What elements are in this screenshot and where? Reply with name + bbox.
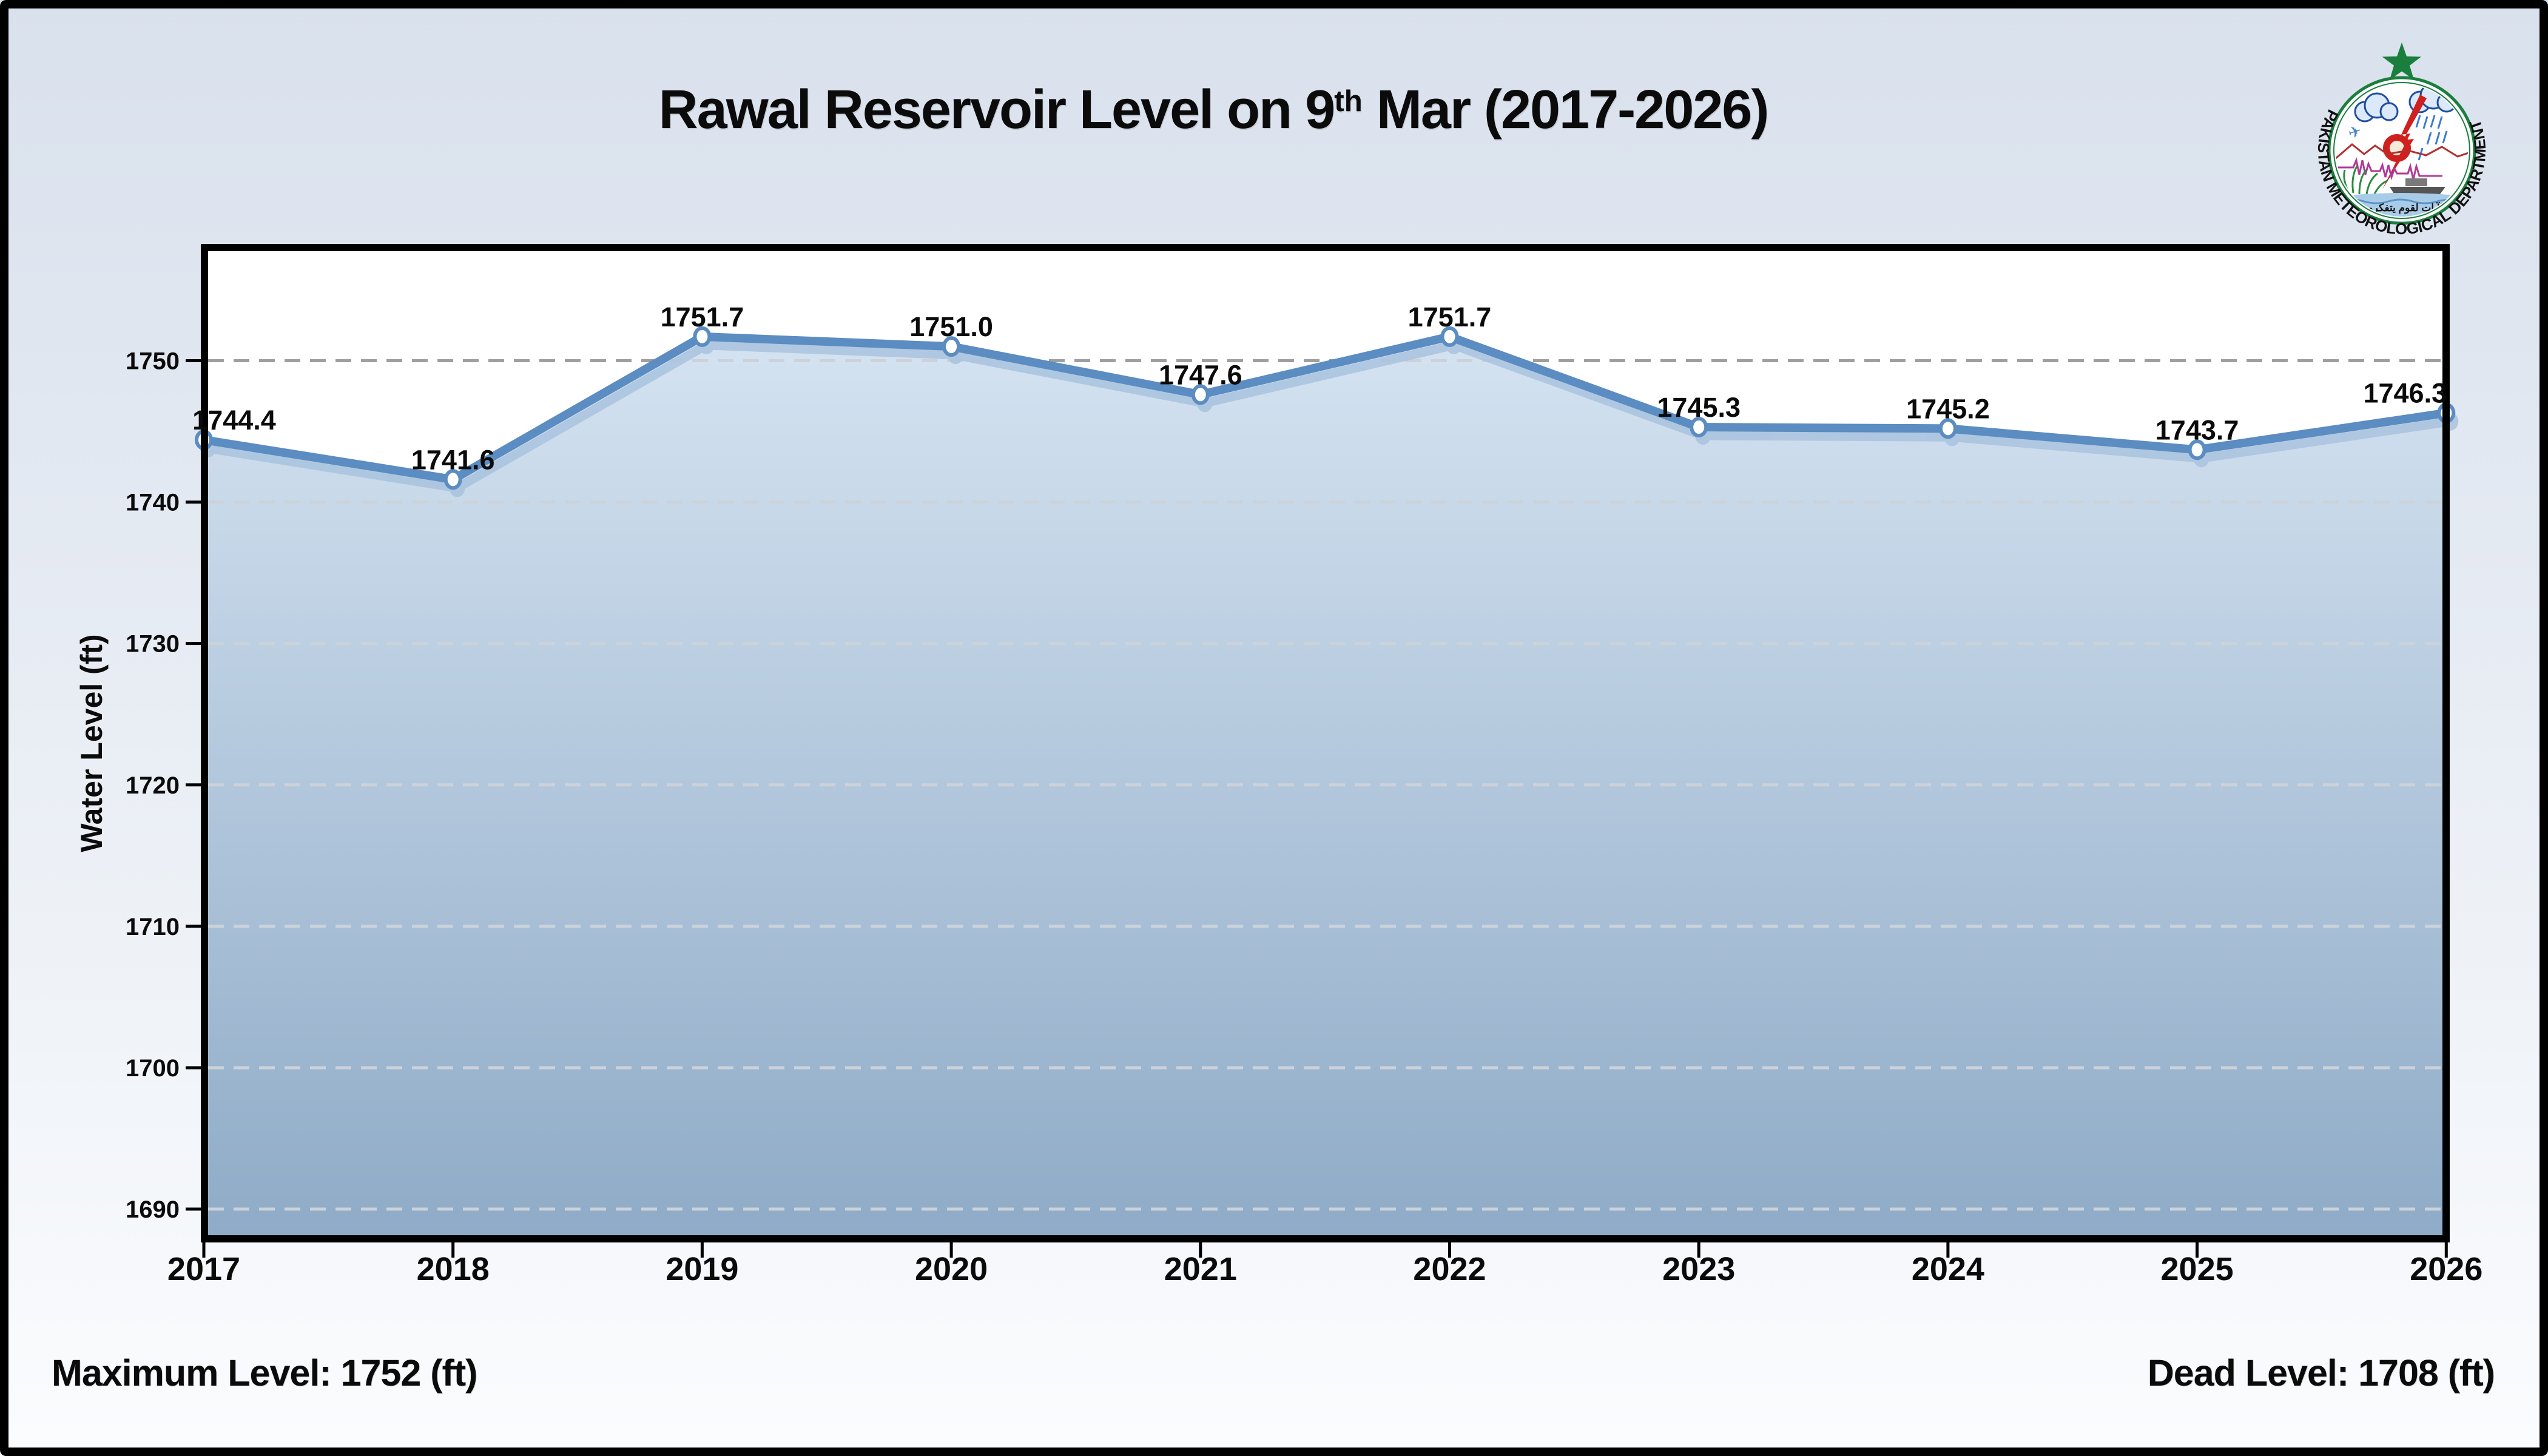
logo-inner-ring [2333,82,2470,219]
title-superscript: th [1334,84,1363,118]
data-point-marker [1440,326,1459,347]
data-point-label: 1741.6 [411,444,495,475]
x-tick-label: 2017 [167,1251,240,1287]
y-tick-label: 1700 [126,1055,180,1082]
data-point-label: 1746.3 [2363,378,2447,409]
data-point-label: 1747.6 [1159,359,1242,390]
data-point-label: 1751.0 [909,311,993,342]
axis-ticks [186,359,2448,1258]
x-tick-label: 2026 [2410,1251,2482,1287]
data-point-label: 1744.4 [192,405,276,436]
data-point-marker [1191,384,1210,405]
data-point-label: 1751.7 [661,302,744,332]
pmd-logo: PAKISTAN METEOROLOGICAL DEPARTMENT ✈ لآي… [2314,42,2489,238]
x-tick-label: 2018 [417,1251,490,1287]
data-point-marker [942,336,961,357]
x-tick-label: 2020 [915,1251,988,1287]
maximum-level-label: Maximum Level: 1752 (ft) [52,1352,477,1394]
x-tick-label: 2024 [1912,1251,1984,1287]
data-point-marker [443,469,462,490]
logo-star-icon [2382,42,2421,80]
title-text: Rawal Reservoir Level on 9 [658,79,1336,140]
logo-water-waves [2341,198,2459,204]
y-tick-label: 1690 [126,1196,180,1223]
data-point-label: 1751.7 [1408,302,1492,332]
y-tick-label: 1730 [126,631,180,658]
x-axis-tick-labels: 2017 2018 2019 2020 2021 2022 2023 2024 2025 2026 [167,1251,2482,1287]
y-tick-label: 1710 [126,914,180,940]
x-tick-label: 2023 [1662,1251,1735,1287]
y-axis-tick-labels: 1750 1740 1730 1720 1710 1700 1690 [126,348,180,1223]
plot-border [201,244,2450,1242]
x-tick-label: 2021 [1164,1251,1237,1287]
y-tick-label: 1740 [126,490,180,516]
data-point-marker [693,326,712,347]
data-point-label: 1745.3 [1657,392,1741,423]
logo-seismograph-line [2336,157,2442,181]
logo-ship-deck [2405,178,2427,186]
y-axis-title: Water Level (ft) [75,634,109,852]
data-point-marker [1938,418,1957,439]
series-line [200,332,2451,484]
title-text-suffix: Mar (2017-2026) [1362,79,1769,140]
logo-calligraphy-text: لآيات لقوم يتفكرون [2361,202,2443,214]
data-point-marker [1690,417,1708,438]
x-tick-label: 2025 [2161,1251,2234,1287]
y-tick-label: 1720 [126,772,180,799]
area-fill [204,336,2447,1235]
logo-mountain-line [2336,143,2468,160]
logo-lightning-icon [2382,95,2427,189]
page-title: Rawal Reservoir Level on 9th Mar (2017-2… [0,79,2427,141]
data-point-marker [2188,439,2206,460]
data-point-label: 1743.7 [2155,414,2239,445]
dead-level-label: Dead Level: 1708 (ft) [2147,1352,2495,1394]
y-tick-label: 1750 [126,348,180,374]
data-point-labels: 1744.4 1741.6 1751.7 1751.0 1747.6 1751.7 1745… [192,302,2447,475]
x-tick-label: 2022 [1413,1251,1486,1287]
x-tick-label: 2019 [666,1251,738,1287]
data-point-label: 1745.2 [1906,393,1990,424]
